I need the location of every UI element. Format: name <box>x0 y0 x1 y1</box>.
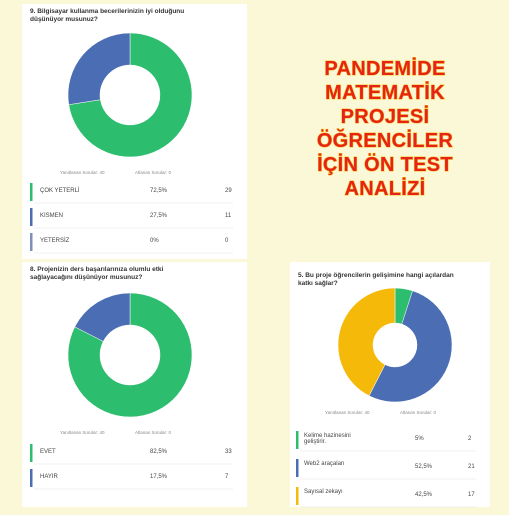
row-percent: 42,5% <box>415 492 433 498</box>
answered: Yanıtlanan Sorular: 40 <box>60 430 105 435</box>
row-label: EVET <box>40 449 56 455</box>
row-label: HAYIR <box>40 474 58 480</box>
skipped: Atlanan Sorular: 0 <box>135 430 172 435</box>
legend-swatch <box>30 444 33 462</box>
row-label: ÇOK YETERLİ <box>40 188 80 194</box>
donut-slice <box>67 292 193 418</box>
row-percent: 17,5% <box>150 474 168 480</box>
row-percent: 0% <box>150 238 159 244</box>
legend-swatch <box>296 431 299 449</box>
poster-line: İÇİN ÖN TEST <box>317 154 454 177</box>
legend-swatch <box>30 183 33 201</box>
skipped: Atlanan Sorular: 0 <box>135 170 172 175</box>
legend-swatch <box>296 459 299 477</box>
row-label: Sayısal zekayı <box>304 489 343 495</box>
donut-slice <box>74 292 131 342</box>
poster-line: PROJESİ <box>340 106 430 129</box>
poster-line: MATEMATİK <box>325 82 445 105</box>
skipped: Atlanan Sorular: 0 <box>400 410 437 415</box>
legend-swatch <box>30 233 33 251</box>
row-count: 17 <box>468 492 475 498</box>
donut-slice <box>368 290 453 403</box>
row-count: 29 <box>225 188 232 194</box>
question-title: 8. Projenizin ders başarılarınıza olumlu… <box>30 266 164 281</box>
row-percent: 72,5% <box>150 188 168 194</box>
row-count: 2 <box>468 436 472 442</box>
row-count: 11 <box>225 213 232 219</box>
row-percent: 82,5% <box>150 449 168 455</box>
legend-swatch <box>30 208 33 226</box>
legend-swatch <box>296 487 299 505</box>
poster-line: ÖĞRENCİLER <box>316 130 454 153</box>
poster-line: PANDEMİDE <box>324 58 446 81</box>
row-label: KISMEN <box>40 213 64 219</box>
row-percent: 27,5% <box>150 213 168 219</box>
question-title: 5. Bu proje öğrencilerin gelişimine hang… <box>298 272 454 287</box>
poster-line: ANALİZİ <box>344 178 426 201</box>
row-percent: 5% <box>415 436 424 442</box>
row-label: Web2 araçaları <box>304 461 345 467</box>
donut-slice <box>68 32 193 158</box>
question-title: 9. Bilgisayar kullanma becerilerinizin i… <box>30 8 185 23</box>
row-count: 21 <box>468 464 475 470</box>
answered: Yanıtlanan Sorular: 40 <box>325 410 370 415</box>
legend-swatch <box>30 469 33 487</box>
answered: Yanıtlanan Sorular: 40 <box>60 170 105 175</box>
donut-slice <box>337 287 396 397</box>
donut-slice <box>67 32 131 105</box>
row-count: 7 <box>225 474 229 480</box>
row-label: YETERSİZ <box>40 238 70 244</box>
row-percent: 52,5% <box>415 464 433 470</box>
row-count: 0 <box>225 238 229 244</box>
row-count: 33 <box>225 449 232 455</box>
row-label: Kelime hazinesini geliştirir. <box>304 433 351 445</box>
